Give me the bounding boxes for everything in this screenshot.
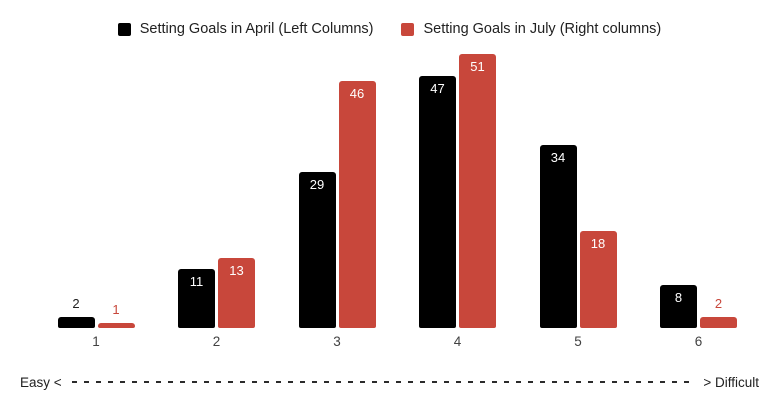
x-axis-caption: Easy < > Difficult xyxy=(20,373,759,391)
bar-value-april-1: 2 xyxy=(72,296,80,311)
x-tick-2: 2 xyxy=(212,334,221,349)
legend: Setting Goals in April (Left Columns) Se… xyxy=(0,21,779,37)
x-tick-3: 3 xyxy=(333,334,341,349)
x-tick-1: 1 xyxy=(92,334,100,349)
bar-july-4: 51 xyxy=(459,54,496,328)
bar-value-july-3: 46 xyxy=(349,86,365,101)
x-tick-4: 4 xyxy=(453,334,462,349)
bar-april-2: 11 xyxy=(178,269,215,328)
legend-label-april: Setting Goals in April (Left Columns) xyxy=(139,21,374,37)
bar-april-1 xyxy=(57,317,95,328)
bar-value-april-2: 11 xyxy=(189,274,204,289)
bar-value-april-5: 34 xyxy=(550,150,566,165)
bar-april-5: 34 xyxy=(539,145,577,328)
bar-april-4: 47 xyxy=(419,76,456,328)
bar-july-6 xyxy=(700,317,737,328)
bar-april-6: 8 xyxy=(660,285,697,328)
x-axis-easy-label: Easy < xyxy=(20,374,62,390)
bar-july-3: 46 xyxy=(338,81,376,328)
legend-swatch-july-icon xyxy=(401,22,415,36)
bar-july-1 xyxy=(97,323,135,328)
x-tick-5: 5 xyxy=(574,334,582,349)
bar-july-2: 13 xyxy=(218,258,255,328)
legend-label-july: Setting Goals in July (Right columns) xyxy=(423,21,662,37)
bar-value-july-4: 51 xyxy=(470,59,485,74)
bar-value-july-2: 13 xyxy=(229,263,244,278)
bar-value-july-5: 18 xyxy=(590,236,606,251)
x-tick-6: 6 xyxy=(694,334,703,349)
bar-value-april-6: 8 xyxy=(674,290,683,305)
x-axis-difficult-label: > Difficult xyxy=(703,374,759,390)
bar-value-april-4: 47 xyxy=(430,81,445,96)
legend-item-july: Setting Goals in July (Right columns) xyxy=(401,21,661,37)
legend-item-april: Setting Goals in April (Left Columns) xyxy=(117,21,374,37)
bar-july-5: 18 xyxy=(579,231,617,328)
bar-april-3: 29 xyxy=(298,172,336,328)
bar-value-july-1: 1 xyxy=(112,302,120,317)
legend-swatch-april-icon xyxy=(117,22,131,36)
bar-value-july-6: 2 xyxy=(714,296,723,311)
x-axis-dashed-line xyxy=(71,381,694,383)
bar-value-april-3: 29 xyxy=(309,177,325,192)
